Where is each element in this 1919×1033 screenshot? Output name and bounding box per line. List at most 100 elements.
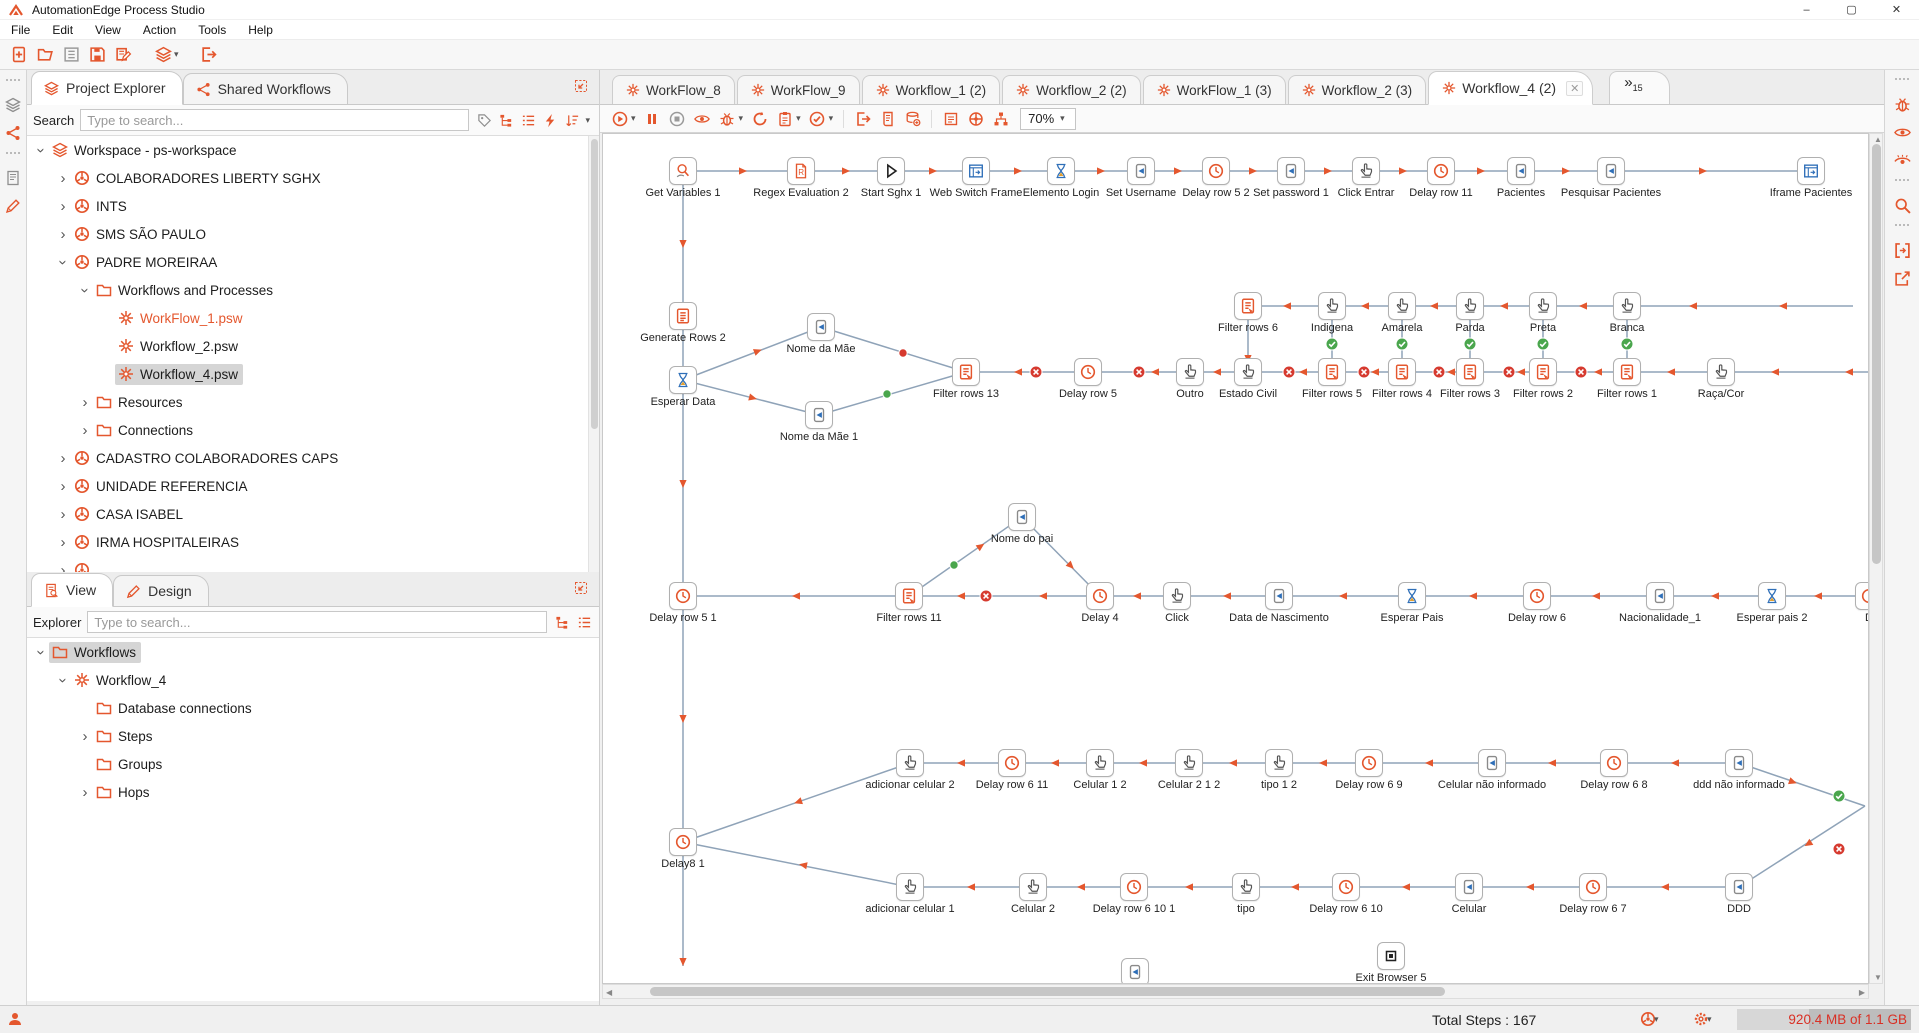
step-node-pacientes[interactable] [1507,157,1535,185]
tag-icon[interactable] [475,111,493,129]
step-node-tipo[interactable] [1232,873,1260,901]
step-node-start-sghx-1[interactable] [877,157,905,185]
search-icon[interactable] [1891,194,1913,216]
tree-item-connections[interactable]: › Connections [27,416,599,444]
scroll-button[interactable] [876,108,899,130]
run-caret-icon[interactable]: ▾ [631,113,636,123]
menu-file[interactable]: File [11,23,31,37]
workflow-tab-workflow-1-2-[interactable]: Workflow_1 (2) [861,75,1001,104]
step-node-set-username[interactable] [1127,157,1155,185]
menu-action[interactable]: Action [142,23,177,37]
tree-item-workflows-and-processes[interactable]: › Workflows and Processes [27,276,599,304]
tree-item-irma-hospitaleiras[interactable]: › IRMA HOSPITALEIRAS [27,528,599,556]
hier-icon[interactable] [497,111,515,129]
step-node-delay-4[interactable] [1086,582,1114,610]
check-circle-button[interactable] [806,108,829,130]
step-node-estado-civil[interactable] [1234,358,1262,386]
chevron-down-icon[interactable]: › [76,287,94,293]
memory-indicator[interactable]: 920.4 MB of 1.1 GB [1737,1009,1911,1030]
tree-item-resources[interactable]: › Resources [27,388,599,416]
chevron-right-icon[interactable]: › [60,449,66,467]
canvas-horizontal-scrollbar[interactable]: ◀ ▶ [602,984,1869,999]
chevron-down-icon[interactable]: › [32,649,50,655]
step-node-click-entrar[interactable] [1352,157,1380,185]
layers-icon[interactable] [3,95,23,115]
tree-item-steps[interactable]: › Steps [27,722,599,750]
tree-item-workflow-2-psw[interactable]: ›Workflow_2.psw [27,332,599,360]
step-node-ra-a-cor[interactable] [1707,358,1735,386]
step-node-click[interactable] [1163,582,1191,610]
tree-item-padre-moreiraa[interactable]: › PADRE MOREIRAA [27,248,599,276]
step-node-filter-rows-5[interactable] [1318,358,1346,386]
menu-tools[interactable]: Tools [198,23,227,37]
step-node-delay-row-6-10[interactable] [1332,873,1360,901]
tree-item-workflow-1-psw[interactable]: ›WorkFlow_1.psw [27,304,599,332]
tree-item-sms-s-o-paulo[interactable]: › SMS SÃO PAULO [27,220,599,248]
step-node-delay-row-5-1[interactable] [669,582,697,610]
tree-item-workspace-ps-workspace[interactable]: › Workspace - ps-workspace [27,136,599,164]
step-node-filter-rows-3[interactable] [1456,358,1484,386]
step-node-adicionar-celular-2[interactable] [896,749,924,777]
step-node-indigena[interactable] [1318,292,1346,320]
tab-overflow-button[interactable]: »15 [1609,71,1670,104]
step-node-delay8-1[interactable] [669,828,697,856]
step-node-ddd-n-o-informado[interactable] [1725,749,1753,777]
chevron-right-icon[interactable]: › [60,505,66,523]
settings-menu-button[interactable]: ▾ [1693,1011,1715,1027]
menu-view[interactable]: View [95,23,121,37]
step-node-delay-row-5-2[interactable] [1202,157,1230,185]
step-node-outro[interactable] [1176,358,1204,386]
step-node-celular-2-1-2[interactable] [1175,749,1203,777]
step-node-iframe-pacientes[interactable] [1797,157,1825,185]
tree-scrollbar[interactable] [588,136,599,572]
maximize-button[interactable]: ▢ [1846,4,1857,16]
listsm-icon[interactable] [519,111,537,129]
step-node-celular-n-o-informado[interactable] [1478,749,1506,777]
run-button[interactable] [608,108,631,130]
close-tab-icon[interactable]: ✕ [1566,80,1584,96]
workflow-tab-workflow-2-3-[interactable]: Workflow_2 (3) [1287,75,1427,104]
tab-design[interactable]: Design [113,575,209,606]
step-node-esperar-pais[interactable] [1398,582,1426,610]
tree-item-workflows[interactable]: › Workflows [27,638,599,666]
explorer-search-input[interactable] [87,611,547,633]
chevron-right-icon[interactable]: › [60,197,66,215]
step-node-delay-row-5[interactable] [1074,358,1102,386]
drag-handle[interactable] [1894,77,1910,82]
eye-icon[interactable] [1891,121,1913,143]
step-node-esperar-data[interactable] [669,366,697,394]
step-node-adicionar-celular-1[interactable] [896,873,924,901]
step-node-delay-row-6[interactable] [1523,582,1551,610]
chevron-right-icon[interactable]: › [82,421,88,439]
bolt-icon[interactable] [541,111,559,129]
check-circle-caret-icon[interactable]: ▾ [828,113,834,123]
share-out-icon[interactable] [1891,267,1913,289]
step-node-pesquisar-pacientes[interactable] [1597,157,1625,185]
bug-icon[interactable] [1891,93,1913,115]
sort-icon[interactable] [563,111,581,129]
chevron-right-icon[interactable]: › [82,727,88,745]
workflow-tab-workflow-1-3-[interactable]: WorkFlow_1 (3) [1142,75,1286,104]
chevron-down-icon[interactable]: › [54,677,72,683]
chevron-right-icon[interactable]: › [60,477,66,495]
step-node-web-switch-frame[interactable] [962,157,990,185]
step-node-nome-do-pai[interactable] [1008,503,1036,531]
step-node-celular-1-2[interactable] [1086,749,1114,777]
bug-button[interactable] [716,108,739,130]
step-node-filter-rows-2[interactable] [1529,358,1557,386]
step-node-preta[interactable] [1529,292,1557,320]
tree-item-colaboradores-liberty-sghx[interactable]: › COLABORADORES LIBERTY SGHX [27,164,599,192]
search-input[interactable] [80,109,470,131]
step-node-filter-rows-11[interactable] [895,582,923,610]
workflow-tab-workflow-9[interactable]: WorkFlow_9 [736,75,860,104]
chevron-right-icon[interactable]: › [60,533,66,551]
tab-project-explorer[interactable]: Project Explorer [31,71,183,105]
save-button[interactable] [84,43,110,67]
step-node-regex-evaluation-2[interactable]: R [787,157,815,185]
step-node-nome-da-m-e-1[interactable] [805,401,833,429]
step-node-elemento-login[interactable] [1047,157,1075,185]
step-node-device[interactable] [1121,958,1149,983]
workflow-tab-workflow-8[interactable]: WorkFlow_8 [612,75,735,104]
maximize-panel-icon[interactable] [573,78,591,96]
tree-item-hops[interactable]: › Hops [27,778,599,806]
